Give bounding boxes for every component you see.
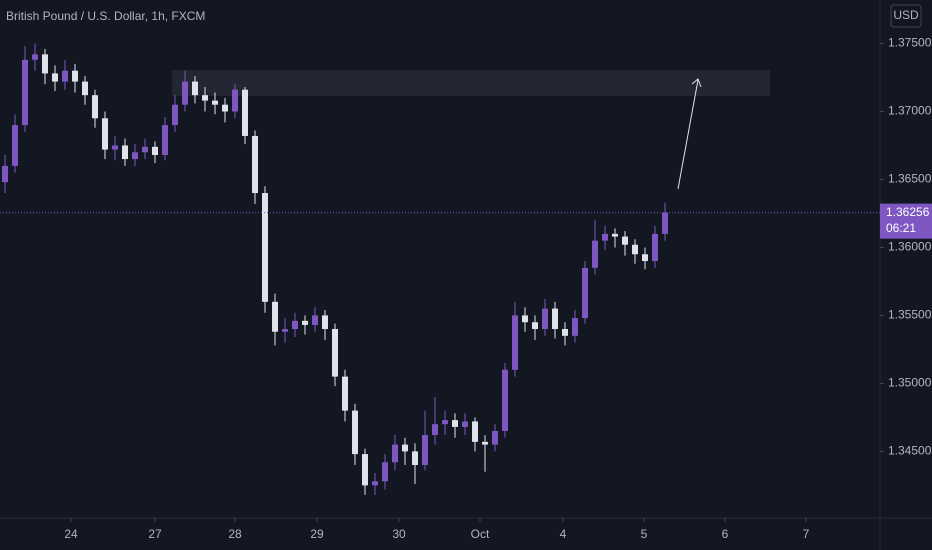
candle-body bbox=[592, 240, 598, 268]
candle-body bbox=[602, 233, 608, 241]
candle-body bbox=[42, 54, 48, 74]
candle-body bbox=[262, 193, 268, 302]
candle-body bbox=[182, 81, 188, 105]
x-tick-label: 30 bbox=[392, 527, 406, 541]
projection-arrow bbox=[677, 79, 699, 190]
candle-body bbox=[292, 320, 298, 330]
resistance-zone bbox=[172, 70, 770, 96]
x-tick-label: 29 bbox=[310, 527, 324, 541]
candle-body bbox=[302, 320, 308, 325]
candle-body bbox=[12, 125, 18, 166]
candle-body bbox=[52, 73, 58, 82]
candle-body bbox=[492, 430, 498, 445]
currency-button[interactable] bbox=[890, 4, 922, 28]
candle-body bbox=[422, 435, 428, 465]
candle-body bbox=[222, 104, 228, 112]
candle-body bbox=[122, 145, 128, 160]
candle-body bbox=[92, 95, 98, 119]
candle-body bbox=[372, 481, 378, 486]
candle-body bbox=[642, 254, 648, 262]
candle-body bbox=[172, 104, 178, 126]
y-tick-label: 1.36500 bbox=[888, 172, 932, 186]
candle-body bbox=[402, 444, 408, 452]
candle-body bbox=[362, 454, 368, 486]
last-price-label: 1.36256 bbox=[886, 205, 930, 219]
x-tick-label: Oct bbox=[471, 527, 490, 541]
candle-body bbox=[652, 233, 658, 262]
symbol-title: British Pound / U.S. Dollar, 1h, FXCM bbox=[6, 9, 205, 23]
candle-body bbox=[662, 212, 668, 234]
candle-body bbox=[502, 369, 508, 431]
candle-body bbox=[472, 421, 478, 442]
candle-body bbox=[82, 81, 88, 96]
candle-body bbox=[352, 410, 358, 455]
arrow-head bbox=[691, 78, 702, 88]
y-tick-label: 1.37000 bbox=[888, 104, 932, 118]
candle-body bbox=[512, 315, 518, 370]
x-tick-label: 6 bbox=[722, 527, 729, 541]
y-tick-label: 1.37500 bbox=[888, 36, 932, 50]
candle-body bbox=[192, 81, 198, 96]
candle-body bbox=[212, 100, 218, 105]
candle-body bbox=[22, 59, 28, 126]
candle-body bbox=[2, 165, 8, 183]
candle-body bbox=[442, 420, 448, 425]
candle-body bbox=[632, 244, 638, 255]
candle-body bbox=[532, 322, 538, 330]
candle-body bbox=[102, 118, 108, 150]
candle-body bbox=[202, 95, 208, 101]
candle-body bbox=[312, 315, 318, 325]
last-price-badge bbox=[880, 203, 932, 239]
candle-body bbox=[72, 70, 78, 82]
x-tick-label: 24 bbox=[64, 527, 78, 541]
candle-body bbox=[612, 233, 618, 237]
candle-body bbox=[282, 329, 288, 332]
y-tick-label: 1.35500 bbox=[888, 308, 932, 322]
candle-body bbox=[522, 315, 528, 323]
candle-body bbox=[482, 441, 488, 445]
x-tick-label: 28 bbox=[228, 527, 242, 541]
candle-body bbox=[32, 54, 38, 60]
candle-body bbox=[452, 420, 458, 427]
candle-body bbox=[132, 152, 138, 160]
candle-body bbox=[462, 421, 468, 427]
countdown-label: 06:21 bbox=[886, 221, 916, 235]
candle-body bbox=[332, 329, 338, 377]
candle-body bbox=[582, 267, 588, 319]
candle-body bbox=[62, 70, 68, 82]
candle-body bbox=[232, 89, 238, 112]
candle-body bbox=[382, 462, 388, 482]
x-tick-label: 4 bbox=[560, 527, 567, 541]
candle-body bbox=[562, 329, 568, 336]
candle-body bbox=[542, 308, 548, 330]
candle-body bbox=[412, 451, 418, 465]
candle-body bbox=[152, 146, 158, 155]
candle-body bbox=[322, 315, 328, 330]
candle-body bbox=[162, 125, 168, 155]
x-tick-label: 7 bbox=[803, 527, 810, 541]
candle-body bbox=[432, 424, 438, 436]
candle-body bbox=[342, 376, 348, 411]
candle-body bbox=[392, 444, 398, 463]
candle-body bbox=[142, 146, 148, 153]
candle-body bbox=[112, 145, 118, 150]
candle-body bbox=[242, 89, 248, 136]
candle-body bbox=[622, 236, 628, 245]
x-tick-label: 27 bbox=[148, 527, 162, 541]
candle-body bbox=[552, 308, 558, 330]
candle-body bbox=[252, 135, 258, 194]
y-tick-label: 1.34500 bbox=[888, 444, 932, 458]
y-tick-label: 1.35000 bbox=[888, 376, 932, 390]
candle-body bbox=[572, 318, 578, 336]
x-tick-label: 5 bbox=[641, 527, 648, 541]
candle-body bbox=[272, 301, 278, 332]
y-tick-label: 1.36000 bbox=[888, 240, 932, 254]
currency-label[interactable]: USD bbox=[893, 8, 919, 22]
